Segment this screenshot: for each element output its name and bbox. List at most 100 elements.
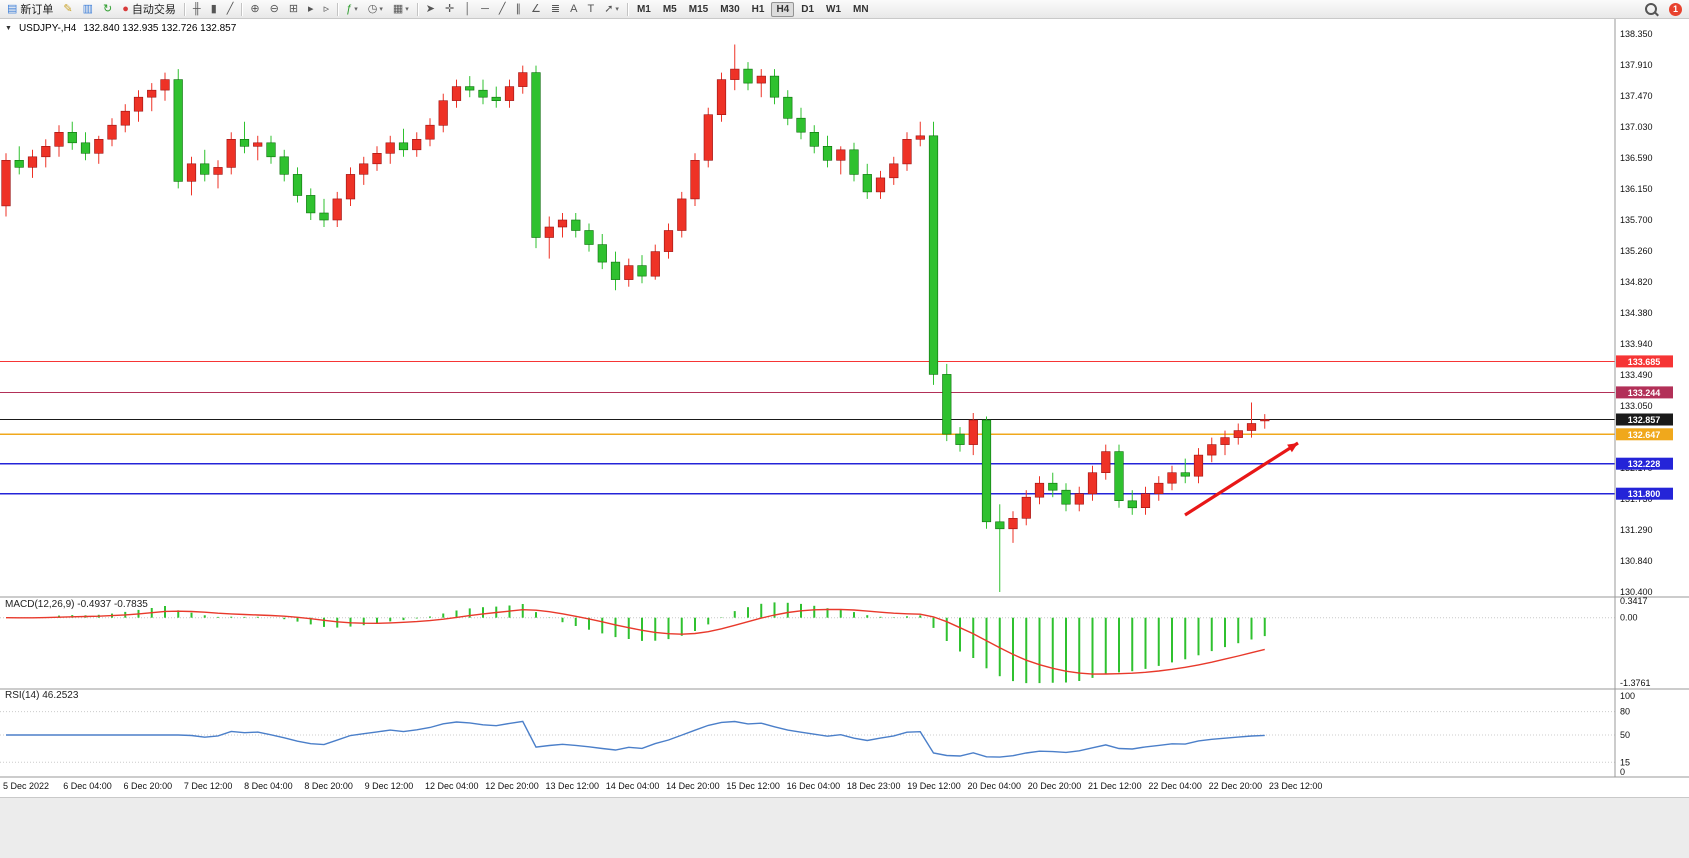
candle-body — [1061, 489, 1071, 505]
shapes-button[interactable]: ≣ — [547, 0, 564, 18]
timeframe-m15-button[interactable]: M15 — [688, 3, 709, 15]
text-label-button[interactable]: T — [583, 0, 598, 18]
trend-arrow-annotation[interactable] — [1184, 441, 1299, 517]
candle-body — [385, 142, 395, 154]
timeframe-mn-button[interactable]: MN — [853, 3, 869, 15]
autotrading-button[interactable]: ● 自动交易 — [118, 0, 180, 18]
timeframe-d1-button[interactable]: D1 — [801, 3, 815, 15]
candle-body — [372, 153, 382, 165]
data-window-button[interactable]: ▥ — [79, 0, 97, 18]
candlestick-chart-button[interactable]: ▮ — [207, 0, 221, 18]
chart-canvas[interactable]: 138.350 137.910 137.470 137.030 136.590 136.1… — [0, 19, 1689, 797]
indicators-button[interactable]: ƒ ▾ — [342, 0, 362, 18]
candle-body — [769, 75, 780, 98]
candle-body — [1140, 493, 1151, 509]
crosshair-button[interactable]: ✛ — [441, 0, 458, 18]
cursor-button[interactable]: ➤ — [422, 0, 439, 18]
candle-body — [1021, 496, 1031, 519]
metaeditor-icon: ✎ — [63, 3, 73, 15]
vertical-line-icon: │ — [464, 3, 472, 15]
rsi-axis-label: 80 — [1620, 707, 1630, 717]
price-badge-label: 132.857 — [1628, 415, 1661, 425]
fibonacci-button[interactable]: ∠ — [527, 0, 545, 18]
arrows-button[interactable]: ➚ ▾ — [600, 0, 623, 18]
candle-body — [663, 230, 674, 252]
candle-body — [186, 163, 197, 182]
candle-body — [120, 110, 130, 126]
candle-body — [107, 124, 117, 140]
candle-body — [67, 132, 77, 144]
candle-body — [875, 177, 886, 193]
candle-body — [1008, 517, 1018, 530]
tile-windows-button[interactable]: ⊞ — [285, 0, 302, 18]
vertical-line-button[interactable]: │ — [460, 0, 475, 18]
clock-icon: ◷ — [367, 3, 378, 15]
rsi-line — [6, 720, 1265, 758]
notification-badge[interactable]: 1 — [1669, 2, 1682, 16]
time-axis-label: 6 Dec 04:00 — [63, 781, 112, 791]
timeframe-m30-button[interactable]: M30 — [720, 3, 740, 15]
indicators-icon: ƒ — [346, 3, 353, 15]
price-tick-label: 134.820 — [1620, 277, 1653, 287]
line-chart-button[interactable]: ╱ — [223, 0, 238, 18]
time-axis-label: 20 Dec 20:00 — [1028, 781, 1082, 791]
time-axis-label: 14 Dec 04:00 — [606, 781, 660, 791]
candle-body — [425, 124, 435, 140]
new-order-button[interactable]: ▤ 新订单 — [3, 0, 57, 18]
zoom-out-button[interactable]: ⊖ — [266, 0, 283, 18]
text-button[interactable]: A — [566, 0, 581, 18]
chart-window: 138.350 137.910 137.470 137.030 136.590 136.1… — [0, 19, 1689, 797]
price-badge — [1616, 487, 1673, 500]
timeframe-m5-button[interactable]: M5 — [662, 3, 677, 15]
line-chart-icon: ╱ — [226, 3, 234, 15]
zoom-in-button[interactable]: ⊕ — [246, 0, 263, 18]
candle-body — [849, 149, 859, 175]
new-order-button-label: 新订单 — [20, 4, 54, 16]
chart-symbol-label: ▼ USDJPY-,H4 132.840 132.935 132.726 132… — [5, 23, 236, 34]
candle-body — [637, 265, 647, 277]
rsi-axis-label: 0 — [1620, 767, 1625, 777]
candle-body — [239, 139, 250, 147]
timeframe-w1-button[interactable]: W1 — [826, 3, 842, 15]
candle-body — [624, 265, 634, 280]
candle-body — [716, 79, 727, 115]
candle-body — [690, 160, 700, 200]
trendline-button[interactable]: ╱ — [495, 0, 510, 18]
timeframe-h1-button[interactable]: H1 — [751, 3, 765, 15]
templates-button[interactable]: ▦ ▾ — [389, 0, 413, 18]
candle-body — [942, 374, 952, 435]
candle-body — [743, 68, 753, 84]
candle-body — [319, 212, 329, 221]
price-badge — [1616, 355, 1673, 368]
data-window-icon: ▥ — [82, 3, 94, 15]
candle-body — [27, 156, 38, 168]
chevron-down-icon: ▾ — [615, 6, 619, 13]
time-axis-label: 20 Dec 04:00 — [967, 781, 1021, 791]
metaeditor-button[interactable]: ✎ — [59, 0, 76, 18]
auto-scroll-button[interactable]: ▸ — [304, 0, 318, 18]
price-badge-label: 133.244 — [1628, 388, 1661, 398]
time-axis-label: 13 Dec 12:00 — [546, 781, 600, 791]
search-button[interactable] — [1641, 0, 1661, 18]
horizontal-line-button[interactable]: ─ — [477, 0, 493, 18]
timeframe-m1-button[interactable]: M1 — [636, 3, 651, 15]
candle-body — [1048, 482, 1058, 491]
one-click-trading-toggle[interactable]: ▼ — [5, 25, 12, 32]
refresh-button[interactable]: ↻ — [99, 0, 116, 18]
periods-button[interactable]: ◷ ▾ — [364, 0, 387, 18]
channel-button[interactable]: ∥ — [512, 0, 526, 18]
chart-shift-button[interactable]: ▹ — [320, 0, 334, 18]
timeframe-h4-button[interactable]: H4 — [771, 1, 795, 17]
time-axis-label: 19 Dec 12:00 — [907, 781, 961, 791]
bar-chart-button[interactable]: ╫ — [189, 0, 205, 18]
macd-label: MACD(12,26,9) -0.4937 -0.7835 — [5, 599, 148, 610]
candle-body — [955, 433, 965, 445]
window-bottom-area — [0, 797, 1689, 858]
time-axis-label: 18 Dec 23:00 — [847, 781, 901, 791]
candle-body — [1087, 472, 1098, 495]
candle-body — [783, 96, 793, 119]
price-tick-label: 137.910 — [1620, 60, 1653, 70]
toolbar-separator — [241, 2, 243, 16]
candle-body — [650, 251, 660, 277]
candle-body — [1101, 451, 1111, 474]
